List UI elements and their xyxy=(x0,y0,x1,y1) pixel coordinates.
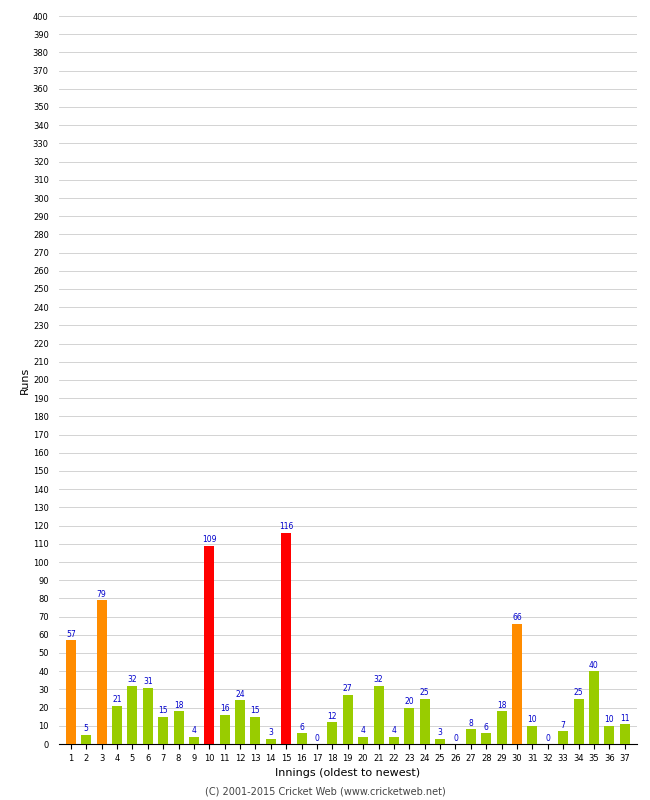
Text: 4: 4 xyxy=(361,726,365,735)
Text: 21: 21 xyxy=(112,695,122,704)
Bar xyxy=(296,733,307,744)
Text: 32: 32 xyxy=(374,675,383,684)
Bar xyxy=(220,715,229,744)
Bar xyxy=(143,687,153,744)
Text: 40: 40 xyxy=(589,661,599,670)
Text: 0: 0 xyxy=(453,734,458,742)
Bar xyxy=(66,640,76,744)
Text: 8: 8 xyxy=(469,719,473,728)
Bar xyxy=(112,706,122,744)
Text: 57: 57 xyxy=(66,630,75,639)
Bar xyxy=(512,624,522,744)
Text: 27: 27 xyxy=(343,685,352,694)
Text: 3: 3 xyxy=(268,728,273,737)
Text: 16: 16 xyxy=(220,705,229,714)
Bar xyxy=(389,737,399,744)
Bar xyxy=(358,737,368,744)
Bar xyxy=(604,726,614,744)
Text: 15: 15 xyxy=(159,706,168,715)
Text: 25: 25 xyxy=(420,688,430,697)
Text: 79: 79 xyxy=(97,590,107,598)
Text: 0: 0 xyxy=(315,734,319,742)
Text: 31: 31 xyxy=(143,677,153,686)
Text: 25: 25 xyxy=(574,688,583,697)
Bar xyxy=(374,686,383,744)
Text: 32: 32 xyxy=(127,675,137,684)
Bar xyxy=(235,700,245,744)
Text: 5: 5 xyxy=(84,725,88,734)
Text: 7: 7 xyxy=(561,721,566,730)
Bar xyxy=(343,695,353,744)
Text: 6: 6 xyxy=(299,722,304,732)
Bar xyxy=(189,737,199,744)
Bar xyxy=(250,717,261,744)
X-axis label: Innings (oldest to newest): Innings (oldest to newest) xyxy=(275,768,421,778)
Text: 10: 10 xyxy=(604,715,614,724)
Bar xyxy=(204,546,214,744)
Y-axis label: Runs: Runs xyxy=(20,366,30,394)
Text: 116: 116 xyxy=(279,522,293,531)
Bar xyxy=(527,726,538,744)
Text: 10: 10 xyxy=(528,715,537,724)
Text: 12: 12 xyxy=(328,712,337,721)
Text: 4: 4 xyxy=(192,726,196,735)
Text: 3: 3 xyxy=(437,728,443,737)
Bar xyxy=(404,707,414,744)
Bar xyxy=(97,600,107,744)
Bar xyxy=(435,738,445,744)
Bar xyxy=(328,722,337,744)
Bar xyxy=(174,711,183,744)
Bar xyxy=(497,711,506,744)
Text: 66: 66 xyxy=(512,614,522,622)
Bar xyxy=(558,731,568,744)
Text: 109: 109 xyxy=(202,535,216,544)
Text: 20: 20 xyxy=(404,697,414,706)
Bar xyxy=(158,717,168,744)
Bar xyxy=(573,698,584,744)
Bar xyxy=(266,738,276,744)
Bar xyxy=(420,698,430,744)
Bar xyxy=(589,671,599,744)
Bar xyxy=(81,735,91,744)
Text: 24: 24 xyxy=(235,690,245,699)
Text: 11: 11 xyxy=(620,714,629,722)
Text: 18: 18 xyxy=(174,701,183,710)
Text: 6: 6 xyxy=(484,722,489,732)
Bar xyxy=(127,686,137,744)
Bar xyxy=(466,730,476,744)
Text: 15: 15 xyxy=(251,706,260,715)
Text: (C) 2001-2015 Cricket Web (www.cricketweb.net): (C) 2001-2015 Cricket Web (www.cricketwe… xyxy=(205,786,445,796)
Bar xyxy=(619,724,630,744)
Text: 18: 18 xyxy=(497,701,506,710)
Text: 4: 4 xyxy=(391,726,396,735)
Bar xyxy=(481,733,491,744)
Text: 0: 0 xyxy=(545,734,550,742)
Bar xyxy=(281,533,291,744)
